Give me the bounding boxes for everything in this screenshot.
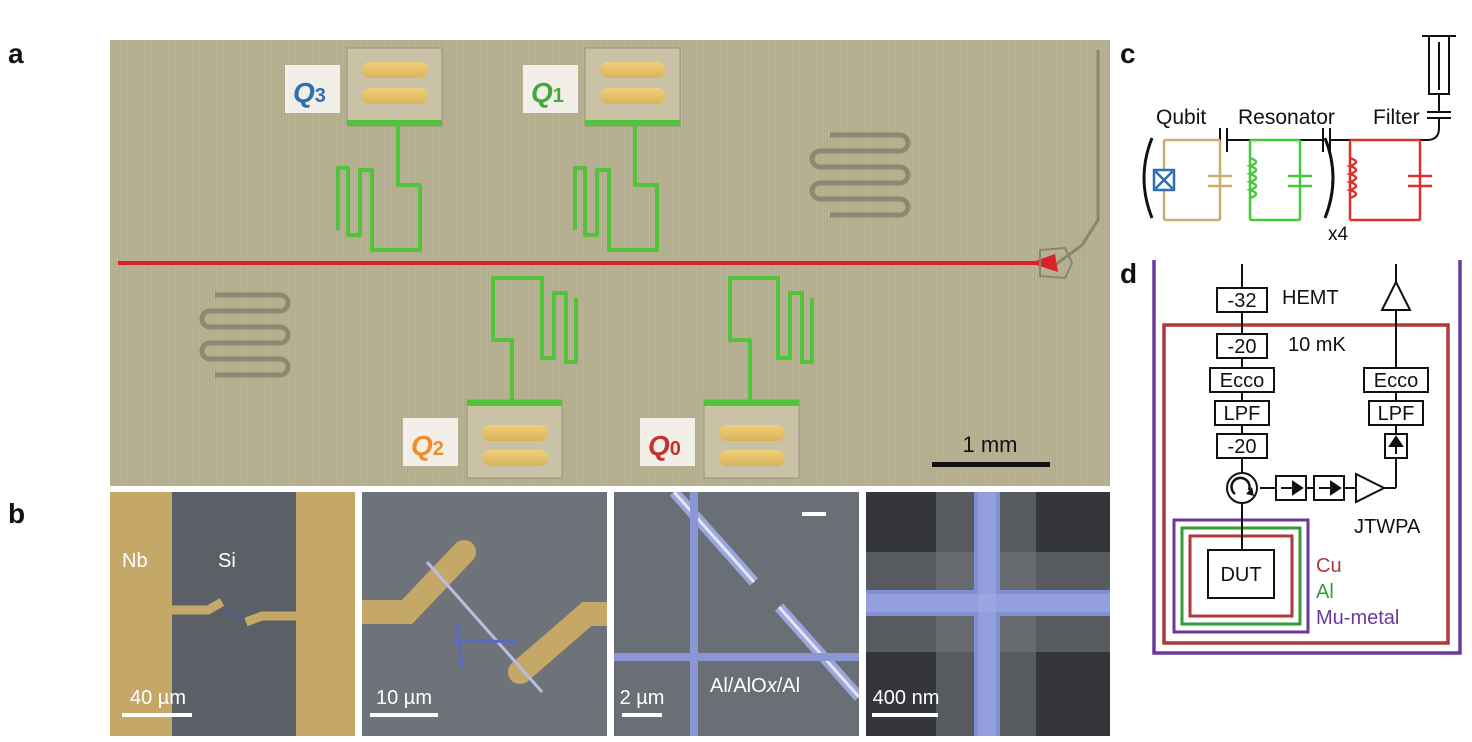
junction-label: Al/AlOx/Al — [710, 675, 800, 697]
qubit-circuit — [1162, 138, 1232, 222]
multiplier-label: x4 — [1328, 224, 1349, 245]
scale-label-4: 400 nm — [873, 687, 940, 709]
attenuator-32-label: -32 — [1228, 290, 1257, 312]
jtwpa-amplifier-icon — [1355, 472, 1387, 504]
qubit-label-q0: Q0 — [640, 418, 695, 466]
chip-micrograph: Q3 Q1 Q2 Q0 1 mm — [110, 40, 1110, 486]
ecco-filter-right — [1363, 367, 1429, 393]
sem-image-3: Al/AlOx/Al 2 µm — [614, 492, 859, 736]
bracket-right — [1323, 137, 1335, 219]
scale-bar-a — [932, 462, 1050, 467]
panel-label-b: b — [8, 498, 26, 529]
qubit-pad-q3 — [346, 47, 443, 127]
readout-resonator-q3 — [336, 126, 422, 252]
ecco-filter-left — [1209, 367, 1275, 393]
panel-label-c: c — [1120, 38, 1136, 69]
dut-label: DUT — [1220, 564, 1261, 586]
sem-image-2: 10 µm — [362, 492, 607, 736]
lpf-right-label: LPF — [1378, 403, 1415, 425]
sem-image-4: 400 nm — [866, 492, 1110, 736]
bracket-left — [1142, 137, 1154, 219]
scale-bar-3-small — [802, 512, 826, 516]
hemt-amplifier-icon — [1380, 279, 1412, 311]
equivalent-circuit: Qubit Resonator Filter x4 — [1142, 35, 1456, 245]
lead-left — [362, 540, 476, 624]
panel-label-d: d — [1120, 258, 1138, 289]
wiring-diagram: -32 -20 Ecco LPF -20 Ecco LPF DUT HEMT 1… — [1152, 260, 1462, 655]
coax-probe — [1350, 35, 1456, 141]
label-qubit: Qubit — [1156, 106, 1206, 129]
ecco-left-label: Ecco — [1220, 370, 1264, 392]
attenuator-20-b — [1216, 433, 1268, 459]
dummy-meander-lower — [199, 292, 291, 378]
lpf-right — [1368, 400, 1424, 426]
qubit-label-q1: Q1 — [523, 65, 578, 113]
scale-bar-label-a: 1 mm — [963, 432, 1018, 457]
attenuator-20-a-label: -20 — [1228, 336, 1257, 358]
scale-bar-1 — [122, 713, 192, 717]
svg-text:Q0: Q0 — [648, 430, 681, 461]
isolator-arrow-icons — [1281, 435, 1404, 496]
josephson-junction-icon — [1152, 168, 1176, 192]
qubit-label-q2: Q2 — [403, 418, 458, 466]
legend-mu-metal: Mu-metal — [1316, 607, 1399, 629]
sem-image-1: Nb Si 40 µm — [110, 492, 355, 736]
qubit-pad-q2 — [466, 399, 563, 479]
qubit-pad-q1 — [584, 47, 681, 127]
dummy-meander-upper — [809, 132, 911, 218]
temperature-label: 10 mK — [1288, 334, 1346, 356]
resonator-circuit — [1246, 138, 1312, 222]
scale-label-1: 40 µm — [130, 687, 186, 709]
legend-al: Al — [1316, 581, 1334, 603]
label-filter: Filter — [1373, 106, 1420, 129]
readout-resonator-q0 — [728, 276, 814, 406]
nb-electrode-right — [296, 492, 355, 736]
qubit-pad-q0 — [703, 399, 800, 479]
scale-bar-3 — [622, 713, 662, 717]
shield-cu-outer — [1162, 323, 1450, 645]
svg-text:Q2: Q2 — [411, 430, 444, 461]
dut-box — [1207, 549, 1275, 599]
scale-label-2: 10 µm — [376, 687, 432, 709]
scale-bar-4 — [872, 713, 938, 717]
legend-cu: Cu — [1316, 555, 1342, 577]
scale-bar-2 — [370, 713, 438, 717]
filter-circuit — [1346, 138, 1432, 222]
si-label: Si — [218, 550, 236, 572]
shield-mu-metal-outer — [1152, 260, 1462, 655]
svg-text:Q3: Q3 — [293, 77, 326, 108]
readout-resonator-q1 — [573, 126, 659, 252]
panel-label-a: a — [8, 38, 24, 69]
attenuator-20-a — [1216, 333, 1268, 359]
label-resonator: Resonator — [1238, 106, 1335, 129]
feedline-taper — [1030, 254, 1058, 272]
lpf-left-label: LPF — [1224, 403, 1261, 425]
nb-label: Nb — [122, 550, 148, 572]
hemt-label: HEMT — [1282, 287, 1339, 309]
ecco-right-label: Ecco — [1374, 370, 1418, 392]
attenuator-20-b-label: -20 — [1228, 436, 1257, 458]
scale-label-3: 2 µm — [620, 687, 665, 709]
circulator-icon — [1226, 472, 1258, 504]
svg-text:Q1: Q1 — [531, 77, 564, 108]
nb-electrode-left — [110, 492, 172, 736]
lpf-left — [1214, 400, 1270, 426]
jtwpa-label: JTWPA — [1354, 516, 1421, 538]
attenuator-32 — [1216, 287, 1268, 313]
readout-resonator-q2 — [491, 276, 578, 406]
qubit-label-q3: Q3 — [285, 65, 340, 113]
lead-right — [508, 602, 607, 684]
